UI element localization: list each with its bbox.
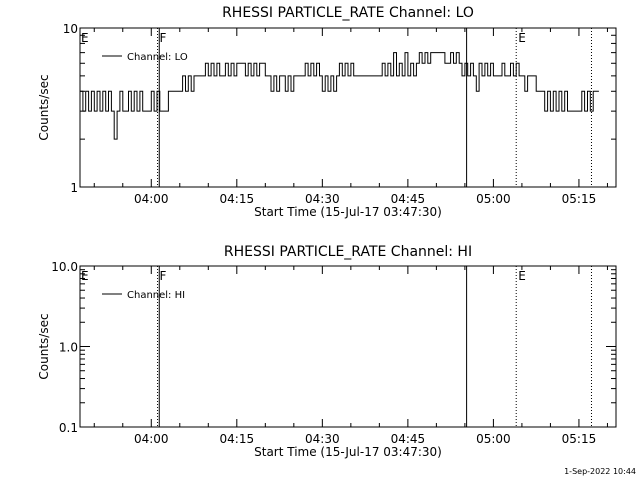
y-tick-label: 1 bbox=[70, 181, 78, 195]
event-label: F bbox=[160, 31, 167, 45]
event-label: E bbox=[518, 269, 526, 283]
x-tick-label: 04:00 bbox=[134, 432, 169, 446]
x-tick-label: 04:45 bbox=[391, 432, 426, 446]
x-tick-label: 05:00 bbox=[476, 432, 511, 446]
x-tick-label: 04:00 bbox=[134, 192, 169, 206]
chart-panel-hi: RHESSI PARTICLE_RATE Channel: HI 04:00 04:… bbox=[37, 244, 617, 459]
y-tick-label: 10.0 bbox=[51, 260, 78, 274]
x-tick-label: 05:00 bbox=[476, 192, 511, 206]
y-tick-label: 0.1 bbox=[59, 421, 78, 435]
edge-label: E bbox=[81, 31, 89, 45]
legend-label: Channel: HI bbox=[127, 290, 185, 301]
y-tick-label: 10 bbox=[63, 22, 78, 36]
plot-frame bbox=[79, 27, 617, 188]
x-tick-label: 04:15 bbox=[220, 432, 255, 446]
x-tick-label: 04:30 bbox=[305, 432, 340, 446]
footer-timestamp: 1-Sep-2022 10:44 bbox=[564, 467, 636, 476]
x-axis-label: Start Time (15-Jul-17 03:47:30) bbox=[254, 445, 442, 459]
x-tick-label: 04:45 bbox=[391, 192, 426, 206]
y-axis-label: Counts/sec bbox=[37, 74, 51, 140]
x-tick-label: 05:15 bbox=[562, 432, 597, 446]
x-tick-label: 04:30 bbox=[305, 192, 340, 206]
x-tick-label: 05:15 bbox=[562, 192, 597, 206]
series-line bbox=[80, 52, 599, 140]
event-label: F bbox=[160, 269, 167, 283]
y-axis-label: Counts/sec bbox=[37, 313, 51, 379]
x-tick-label: 04:15 bbox=[220, 192, 255, 206]
chart-title: RHESSI PARTICLE_RATE Channel: HI bbox=[224, 244, 472, 260]
y-tick-label: 1.0 bbox=[59, 341, 78, 355]
event-label: E bbox=[518, 31, 526, 45]
x-axis-label: Start Time (15-Jul-17 03:47:30) bbox=[254, 205, 442, 219]
chart-panel-lo: RHESSI PARTICLE_RATE Channel: LO 04:00 04:… bbox=[37, 5, 617, 219]
edge-label: E bbox=[81, 269, 89, 283]
legend-label: Channel: LO bbox=[127, 52, 188, 63]
chart-title: RHESSI PARTICLE_RATE Channel: LO bbox=[222, 5, 474, 21]
